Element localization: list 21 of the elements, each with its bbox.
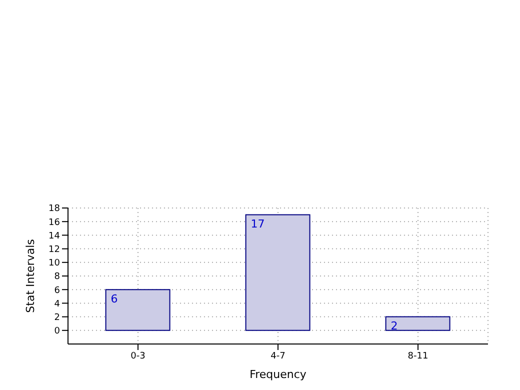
x-tick-label: 4-7: [270, 351, 286, 362]
bar: [245, 214, 310, 331]
y-tick-label: 2: [54, 312, 60, 323]
y-tick-label: 6: [54, 286, 60, 296]
y-tick-label: 12: [48, 244, 60, 255]
y-tick-label: 16: [48, 218, 60, 228]
y-tick-label: 8: [54, 272, 60, 282]
data-label: 2: [390, 320, 398, 333]
y-tick-label: 0: [54, 326, 60, 337]
y-tick-label: 4: [54, 299, 60, 310]
y-tick-label: 14: [48, 231, 60, 242]
data-label: 17: [250, 218, 265, 231]
y-tick-label: 10: [48, 258, 60, 269]
data-label: 6: [110, 292, 118, 306]
y-tick-label: 18: [48, 204, 60, 214]
bar: [385, 316, 450, 331]
y-axis-title: Stat Intervals: [24, 238, 37, 313]
x-axis-title: Frequency: [250, 368, 307, 381]
x-tick-label: 8-11: [408, 351, 428, 362]
bar: [105, 289, 170, 331]
x-tick-label: 0-3: [130, 351, 146, 362]
